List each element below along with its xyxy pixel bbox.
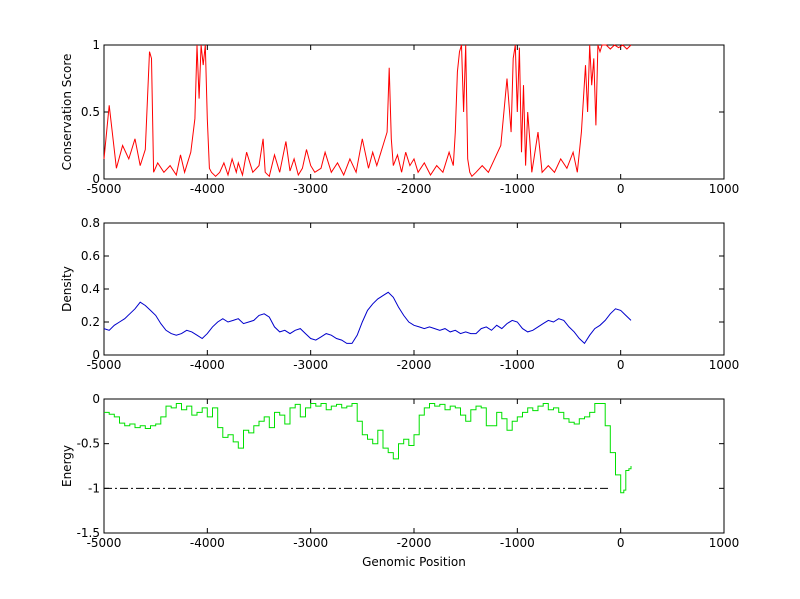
y-tick-label: 0 (92, 348, 100, 362)
y-tick-label: 0.4 (81, 282, 100, 296)
x-tick-label: 1000 (709, 182, 740, 196)
x-axis-label: Genomic Position (362, 555, 466, 569)
y-tick-label: 0.2 (81, 315, 100, 329)
y-tick-label: -1 (88, 481, 100, 495)
x-tick-label: -4000 (190, 536, 225, 550)
x-tick-label: 0 (617, 182, 625, 196)
x-tick-label: -5000 (87, 182, 122, 196)
x-tick-label: -1000 (500, 536, 535, 550)
x-tick-label: -3000 (293, 182, 328, 196)
x-tick-label: 1000 (709, 536, 740, 550)
panel-energy: -5000 -4000 -3000 -2000 -1000 0 1000 -1.5 -1 -0.5… (60, 392, 739, 569)
y-tick-label: 0.8 (81, 216, 100, 230)
panel-density: -5000 -4000 -3000 -2000 -1000 0 1000 0 0.2 0.4 0.6… (60, 216, 739, 372)
panel-conservation: -5000 -4000 -3000 -2000 -1000 0 1000 0 0.5 1 Conse… (60, 38, 739, 196)
x-tick-label: -3000 (293, 358, 328, 372)
x-tick-label: -1000 (500, 358, 535, 372)
y-tick-label: 1 (92, 38, 100, 52)
y-axis-label: Conservation Score (60, 54, 74, 171)
x-tick-label: -4000 (190, 358, 225, 372)
x-tick-label: -2000 (397, 536, 432, 550)
x-tick-label: 1000 (709, 358, 740, 372)
plot-area (103, 398, 725, 534)
x-tick-label: -3000 (293, 536, 328, 550)
x-tick-label: -4000 (190, 182, 225, 196)
x-tick-label: -1000 (500, 182, 535, 196)
x-tick-label: -2000 (397, 182, 432, 196)
y-tick-label: 0 (92, 392, 100, 406)
x-tick-label: -5000 (87, 358, 122, 372)
x-tick-label: 0 (617, 536, 625, 550)
series-line (103, 44, 632, 178)
y-axis-label: Density (60, 266, 74, 312)
x-tick-label: -5000 (87, 536, 122, 550)
x-tick-label: -2000 (397, 358, 432, 372)
y-tick-label: 0.5 (81, 105, 100, 119)
y-tick-label: 0.6 (81, 249, 100, 263)
series-line (103, 291, 632, 345)
y-axis-label: Energy (60, 445, 74, 487)
y-tick-label: 0 (92, 172, 100, 186)
series-line (104, 403, 632, 494)
y-tick-label: -1.5 (77, 526, 100, 540)
y-tick-label: -0.5 (77, 437, 100, 451)
x-tick-label: 0 (617, 358, 625, 372)
